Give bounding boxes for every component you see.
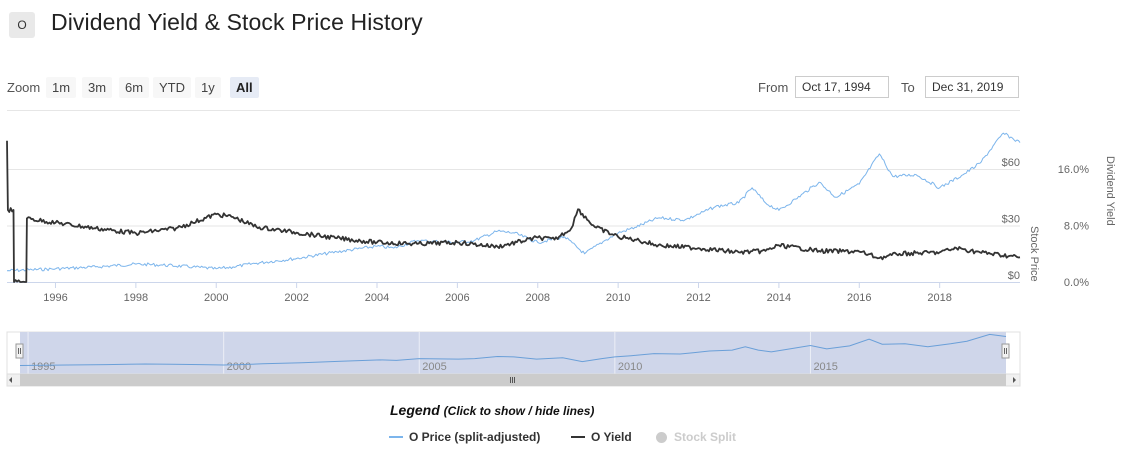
from-label: From [758,80,789,95]
x-tick-label: 2016 [847,292,871,304]
yield-axis-tick-label: 0.0% [1064,277,1089,289]
page-title: Dividend Yield & Stock Price History [51,9,423,35]
scroll-left-arrow-icon[interactable] [9,377,12,383]
legend-item-stock-split[interactable]: Stock Split [656,430,736,444]
x-tick-label: 2018 [927,292,951,304]
zoom-ytd-button[interactable]: YTD [153,77,191,98]
yield-line-swatch-icon [571,436,585,438]
navigator-selected-range[interactable] [20,332,1006,374]
zoom-label: Zoom [7,80,41,95]
legend-item-price[interactable]: O Price (split-adjusted) [389,430,540,444]
navigator-x-label: 2010 [618,361,642,373]
x-tick-label: 1998 [124,292,148,304]
navigator-scrollbar[interactable] [6,373,1021,387]
x-axis: 1996 1998 2000 2002 2004 2006 2008 2010 2012 2014… [7,282,1020,304]
x-tick-label: 2010 [606,292,630,304]
price-axis-tick-label: $60 [1002,157,1020,169]
ticker-badge: O [9,12,35,38]
legend-heading: Legend [390,402,440,418]
navigator-x-label: 2000 [227,361,251,373]
stock-split-marker-icon [656,431,667,443]
toolbar-divider [7,110,1020,111]
legend-item-label: O Yield [591,430,632,444]
price-yield-chart: 1996 1998 2000 2002 2004 2006 2008 2010 2012 2014… [6,132,1116,304]
zoom-1m-button[interactable]: 1m [46,77,77,98]
legend-hint: (Click to show / hide lines) [443,404,595,418]
legend-item-label: Stock Split [674,430,737,444]
x-tick-label: 2008 [526,292,550,304]
x-tick-label: 2004 [365,292,389,304]
scroll-right-arrow-icon[interactable] [1013,377,1016,383]
to-label: To [901,80,915,95]
navigator[interactable]: 1995 2000 2005 2010 2015 [0,328,1125,388]
yield-axis-tick-label: 8.0% [1064,221,1089,233]
legend-item-yield[interactable]: O Yield [571,430,632,444]
zoom-1y-button[interactable]: 1y [195,77,221,98]
navigator-right-handle[interactable] [1001,343,1010,359]
navigator-x-label: 2005 [422,361,446,373]
price-axis-tick-label: $30 [1002,214,1020,226]
to-date-input[interactable]: Dec 31, 2019 [925,76,1019,98]
price-line-swatch-icon [389,436,403,438]
zoom-6m-button[interactable]: 6m [119,77,150,98]
x-tick-label: 1996 [43,292,67,304]
yield-axis-title: Dividend Yield [1104,156,1116,226]
navigator-left-handle[interactable] [15,343,24,359]
price-series-line[interactable] [6,132,1021,272]
x-tick-label: 2002 [284,292,308,304]
legend-item-label: O Price (split-adjusted) [409,430,541,444]
navigator-price-line [19,333,1007,366]
yield-series-line[interactable] [6,140,1021,283]
x-tick-label: 2006 [445,292,469,304]
y-axes: $0 $30 $60 Stock Price 0.0% 8.0% 16.0% Dividend… [1002,156,1116,289]
x-tick-label: 2000 [204,292,228,304]
zoom-all-button[interactable]: All [230,77,259,98]
navigator-x-label: 1995 [31,361,55,373]
yield-axis-tick-label: 16.0% [1058,164,1089,176]
zoom-3m-button[interactable]: 3m [82,77,113,98]
legend-title: Legend (Click to show / hide lines) [390,402,594,418]
navigator-x-label: 2015 [813,361,837,373]
from-date-input[interactable]: Oct 17, 1994 [795,76,889,98]
x-tick-label: 2012 [686,292,710,304]
price-axis-tick-label: $0 [1008,270,1020,282]
price-axis-title: Stock Price [1028,226,1040,282]
navigator-grid: 1995 2000 2005 2010 2015 [27,332,838,374]
x-tick-label: 2014 [767,292,791,304]
navigator-series [19,333,1007,366]
series-layer [6,132,1021,283]
